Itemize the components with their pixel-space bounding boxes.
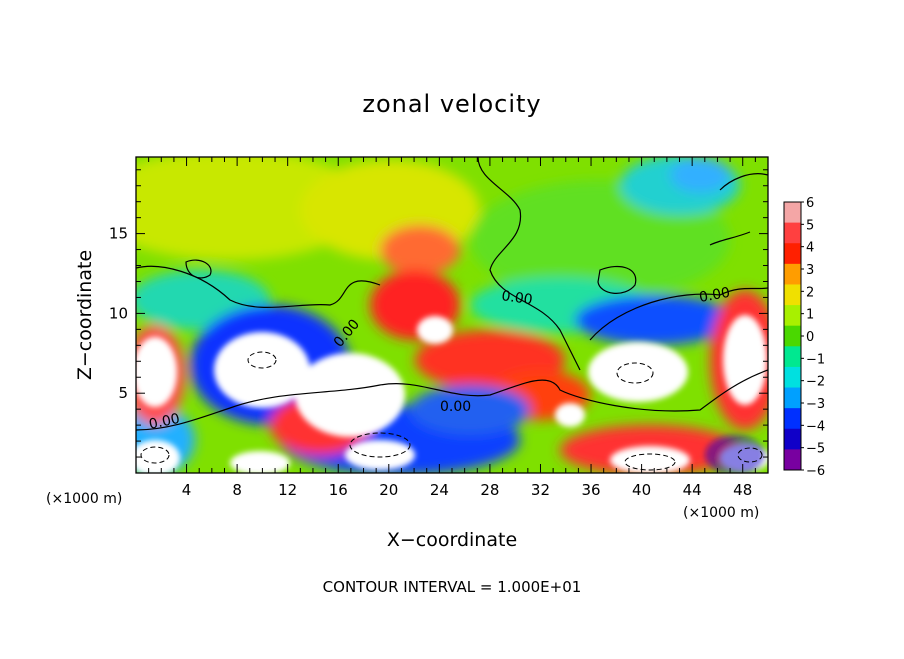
y-axis-label: Z−coordinate xyxy=(74,250,96,380)
colorbar-label: −3 xyxy=(806,397,825,412)
x-tick-label: 4 xyxy=(182,481,192,499)
colorbar-label: 5 xyxy=(806,218,814,233)
contour-label: 0.00 xyxy=(500,288,533,308)
x-tick-label: 12 xyxy=(278,481,297,499)
x-tick-label: 40 xyxy=(632,481,651,499)
velocity-field: 0.000.000.000.00 0.00 xyxy=(136,157,768,473)
x-tick-label: 20 xyxy=(379,481,398,499)
y-tick-label: 5 xyxy=(118,384,128,402)
colorbar-swatch xyxy=(784,305,801,327)
axis-ticks xyxy=(136,157,768,473)
x-tick-label: 24 xyxy=(430,481,449,499)
x-unit-right: (×1000 m) xyxy=(683,505,759,521)
chart-title: zonal velocity xyxy=(362,90,541,118)
colorbar-label: 2 xyxy=(806,285,814,300)
colorbar-swatch xyxy=(784,387,801,409)
y-tick-labels: 5 10 15 xyxy=(109,225,128,403)
colorbar-swatch xyxy=(784,428,801,450)
x-tick-label: 16 xyxy=(329,481,348,499)
colorbar-label: 1 xyxy=(806,308,814,323)
x-tick-label: 44 xyxy=(683,481,702,499)
colorbar-swatch xyxy=(784,325,801,347)
colorbar-label: 0 xyxy=(806,330,814,345)
colorbar-swatch xyxy=(784,222,801,244)
contour-label: 0.00 xyxy=(698,285,731,306)
x-unit-left: (×1000 m) xyxy=(46,491,122,507)
colorbar-swatch xyxy=(784,202,801,224)
x-tick-labels: 4 8 12 16 20 24 28 32 36 40 44 48 xyxy=(182,481,752,499)
contour-label: 0.00 xyxy=(440,399,471,415)
colorbar-swatch xyxy=(784,408,801,430)
colorbar-label: −5 xyxy=(806,442,825,457)
colorbar-label: −6 xyxy=(806,464,825,479)
colorbar-labels: 6 5 4 3 2 1 0 −1 −2 −3 −4 −5 −6 xyxy=(806,196,825,479)
colorbar-label: 3 xyxy=(806,263,814,278)
colorbar-swatch xyxy=(784,366,801,389)
contour-label: 0.00 xyxy=(148,411,182,433)
contour-interval-footer: CONTOUR INTERVAL = 1.000E+01 xyxy=(323,578,582,596)
x-tick-label: 28 xyxy=(480,481,499,499)
colorbar-swatch xyxy=(784,263,801,285)
colorbar xyxy=(783,201,804,471)
x-tick-label: 48 xyxy=(733,481,752,499)
negative-contours xyxy=(140,351,763,471)
colorbar-label: 6 xyxy=(806,196,814,211)
x-tick-label: 8 xyxy=(232,481,242,499)
colorbar-label: 4 xyxy=(806,241,814,256)
colorbar-label: −2 xyxy=(806,375,825,390)
zero-contours xyxy=(136,157,768,431)
x-tick-label: 32 xyxy=(531,481,550,499)
colorbar-swatch xyxy=(784,346,801,368)
x-tick-label: 36 xyxy=(581,481,600,499)
colorbar-label: −4 xyxy=(806,419,825,434)
y-tick-label: 15 xyxy=(109,225,128,243)
colorbar-swatch xyxy=(784,449,801,471)
y-tick-label: 10 xyxy=(109,304,128,322)
colorbar-swatch xyxy=(784,243,801,265)
colorbar-label: −1 xyxy=(806,352,825,367)
colorbar-swatch xyxy=(784,284,801,306)
x-axis-label: X−coordinate xyxy=(387,529,517,551)
